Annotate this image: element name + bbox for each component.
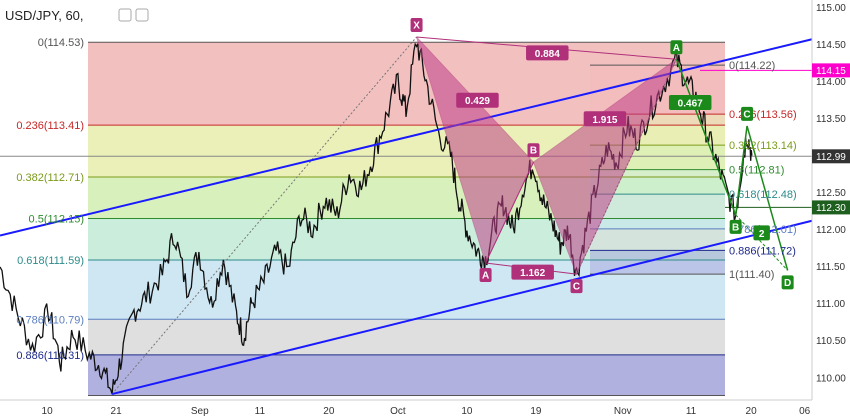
price-tag: [812, 200, 850, 215]
y-tick-label: 112.00: [816, 225, 846, 236]
pattern-point-marker: [410, 18, 423, 33]
pattern-point-marker: [570, 279, 583, 294]
fib-level-label: 0.236(113.41): [16, 120, 84, 132]
pattern-point-marker: [479, 267, 492, 282]
y-tick-label: 110.00: [816, 373, 846, 384]
ratio-labels: 0.884 0.429 1.915 1.162 0.467 2: [456, 45, 770, 280]
ratio-label: 0.429: [465, 96, 490, 107]
projection-leg: [734, 125, 748, 215]
fib-band: [88, 354, 725, 396]
ratio-box: [456, 92, 499, 108]
fib-level-label: 0.618(111.59): [17, 255, 84, 267]
fib-band: [590, 194, 725, 229]
ratio-box: [668, 94, 712, 110]
pattern-point-marker: [527, 143, 540, 158]
price-tag-label: 114.15: [816, 66, 846, 77]
pattern-point-label: C: [573, 282, 580, 293]
ratio-label: 1.915: [592, 115, 617, 126]
fib-level-label: 0.5(112.15): [29, 214, 84, 226]
x-tick-label: 11: [686, 406, 697, 417]
projection-leg: [675, 58, 737, 216]
price-tag: [812, 63, 850, 78]
x-tick-label: 11: [255, 406, 266, 417]
projection-leg: [735, 214, 789, 271]
ratio-box: [583, 111, 627, 127]
y-tick-label: 113.50: [816, 114, 846, 125]
y-tick-label: 111.00: [816, 299, 846, 310]
compare-icon[interactable]: [135, 8, 149, 22]
fib-level-label: 0.382(112.71): [16, 172, 84, 184]
chart-title: USD/JPY, 60,: [5, 8, 84, 23]
channel-line: [0, 38, 813, 237]
time-axis: 10 21 Sep 11 20 Oct 10 19 Nov 11 20 06: [0, 399, 850, 420]
y-tick-label: 114.50: [816, 40, 846, 51]
projection-leg: [746, 125, 789, 271]
fib-level-label: 0.236(113.56): [729, 109, 797, 121]
pattern-leg: [485, 162, 534, 264]
fib-level-label: 0.618(112.48): [729, 189, 797, 201]
ratio-label: 1.162: [520, 268, 545, 279]
pattern-point-label: D: [784, 278, 791, 289]
fib-level-label: 0.886(110.31): [16, 350, 84, 362]
x-tick-label: Nov: [614, 406, 632, 417]
x-tick-label: 06: [799, 406, 811, 417]
fib-level-label: 0(114.53): [38, 37, 84, 49]
price-axis: 115.00114.50114.00113.50113.00112.50112.…: [811, 0, 850, 420]
ratio-label: 2: [759, 229, 765, 240]
x-tick-label: 20: [323, 406, 335, 417]
ratio-label: 0.467: [678, 98, 703, 109]
chart-header: USD/JPY, 60,: [5, 8, 149, 23]
pattern-point-label: C: [743, 109, 750, 120]
y-tick-label: 112.50: [816, 188, 846, 199]
fib-level-label: 1(111.40): [729, 269, 774, 281]
fib-level-label: 0.886(111.72): [729, 245, 796, 257]
harmonic-pattern: [416, 36, 789, 276]
ratio-box: [753, 225, 770, 241]
fib-level-label: 0.5(112.81): [729, 165, 784, 177]
x-tick-label: 19: [530, 406, 542, 417]
x-tick-label: 10: [461, 406, 473, 417]
y-tick-label: 110.50: [816, 336, 846, 347]
fib-band: [88, 319, 725, 355]
pattern-point-label: X: [413, 21, 420, 32]
pattern-point-label: A: [482, 270, 489, 281]
fib-level-label: 0.786(110.79): [16, 314, 84, 326]
ratio-label: 0.884: [535, 49, 560, 60]
channel-line: [111, 219, 813, 396]
pattern-point-label: B: [530, 146, 537, 157]
pattern-point-marker: [729, 219, 742, 234]
price-tag-label: 112.99: [816, 152, 846, 163]
pattern-triangle: [532, 57, 678, 276]
ratio-box: [511, 264, 554, 280]
settings-icon[interactable]: [118, 8, 132, 22]
x-tick-label: Sep: [191, 406, 209, 417]
pattern-point-marker: [781, 275, 794, 290]
x-tick-label: 10: [42, 406, 54, 417]
x-tick-label: 20: [746, 406, 758, 417]
x-tick-label: 21: [111, 406, 123, 417]
fib-band: [590, 228, 725, 251]
fib-labels: 0(114.53) 0.236(113.41) 0.382(112.71) 0.5(1…: [16, 37, 796, 362]
y-tick-label: 115.00: [816, 3, 846, 14]
time-axis-background: [0, 400, 850, 420]
y-tick-label: 114.00: [816, 77, 846, 88]
pattern-point-marker: [670, 40, 683, 55]
y-tick-label: 111.50: [816, 262, 846, 273]
ratio-box: [526, 45, 569, 61]
price-tag-label: 112.30: [816, 203, 846, 214]
fib-level-label: 0.382(113.14): [729, 140, 797, 152]
price-tag: [812, 149, 850, 164]
pattern-point-label: A: [673, 43, 680, 54]
x-tick-label: Oct: [390, 406, 406, 417]
pattern-point-marker: [741, 106, 754, 121]
fib-level-label: 0(114.22): [729, 60, 775, 72]
pattern-point-label: B: [732, 222, 739, 233]
pattern-points: X A B C A B C D: [410, 18, 794, 294]
